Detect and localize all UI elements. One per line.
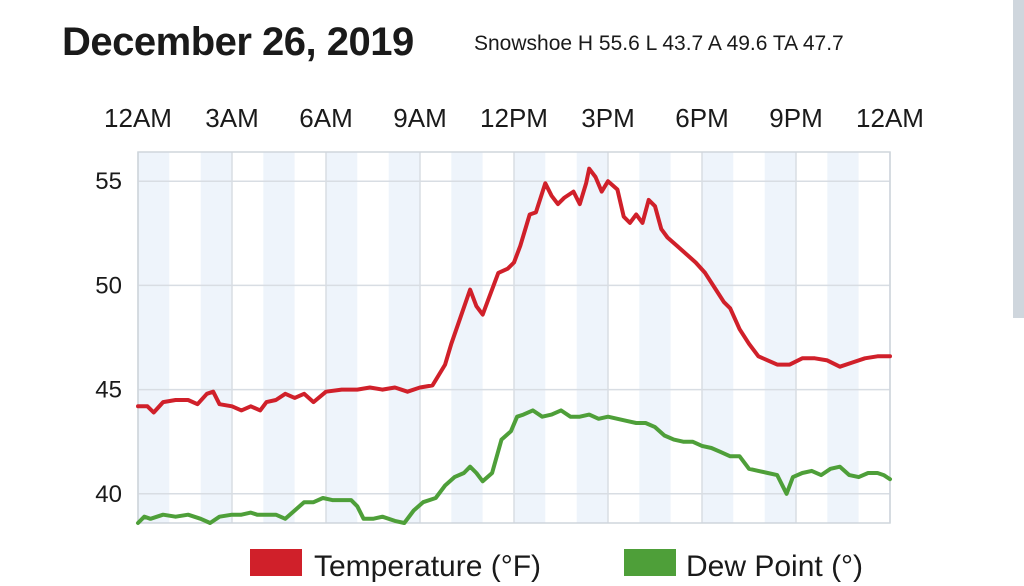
plot-border: [137, 151, 891, 524]
x-tick-label: 6PM: [675, 103, 728, 133]
hour-band: [576, 152, 608, 523]
legend-swatch-temperature: [250, 549, 302, 576]
x-tick-label: 12PM: [480, 103, 548, 133]
hour-band: [514, 152, 546, 523]
scrollbar-edge: [1013, 0, 1024, 318]
x-tick-label: 9PM: [769, 103, 822, 133]
x-tick-label: 3PM: [581, 103, 634, 133]
temperature-line: [136, 166, 892, 415]
y-tick-label: 50: [95, 272, 122, 299]
y-tick-label: 55: [95, 168, 122, 195]
y-tick-label: 40: [95, 481, 122, 508]
chart-subtitle: Snowshoe H 55.6 L 43.7 A 49.6 TA 47.7: [474, 32, 844, 55]
hour-band: [388, 152, 420, 523]
legend-label-temperature: Temperature (°F): [314, 550, 541, 583]
x-tick-label: 12AM: [104, 103, 172, 133]
legend-swatch-dew-point: [624, 549, 676, 576]
chart-title: December 26, 2019: [62, 20, 414, 64]
x-tick-label: 9AM: [393, 103, 446, 133]
hour-band: [451, 152, 483, 523]
hour-band: [827, 152, 859, 523]
legend-label-dew-point: Dew Point (°): [686, 550, 863, 583]
hour-band: [138, 152, 170, 523]
hour-band: [263, 152, 295, 523]
dew-point-line: [136, 408, 892, 525]
hour-band: [702, 152, 734, 523]
hour-band: [764, 152, 796, 523]
x-tick-label: 3AM: [205, 103, 258, 133]
hour-band: [326, 152, 358, 523]
y-tick-label: 45: [95, 377, 122, 404]
x-tick-label: 6AM: [299, 103, 352, 133]
hour-band: [200, 152, 232, 523]
x-tick-label: 12AM: [856, 103, 924, 133]
